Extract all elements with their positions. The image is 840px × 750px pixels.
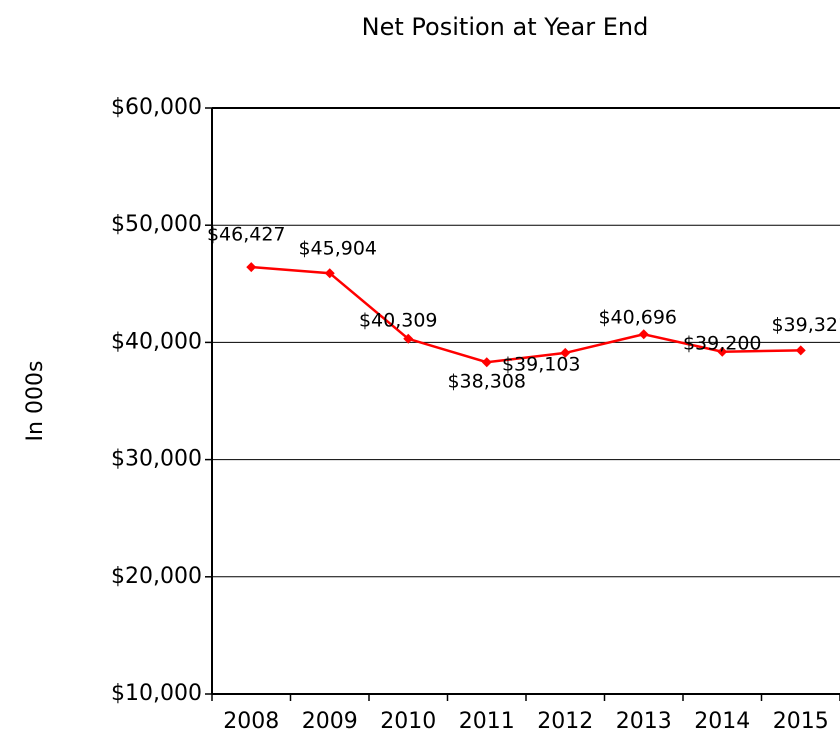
y-tick-label: $10,000 (111, 681, 202, 706)
data-label: $39,321 (771, 314, 840, 336)
chart-title: Net Position at Year End (362, 13, 649, 41)
y-tick-label: $60,000 (111, 95, 202, 120)
y-tick-label: $30,000 (111, 447, 202, 472)
data-point (246, 262, 257, 273)
y-axis-title: In 000s (23, 361, 48, 442)
line (251, 265, 801, 364)
data-point (324, 268, 335, 279)
data-point (717, 346, 728, 357)
y-tick-label: $50,000 (111, 212, 202, 237)
data-label: $46,427 (207, 224, 286, 246)
data-point (403, 333, 414, 344)
data-label: $40,696 (598, 307, 677, 329)
x-tick-label: 2008 (223, 709, 279, 734)
y-tick-label: $20,000 (111, 564, 202, 589)
y-tick-label: $40,000 (111, 329, 202, 354)
data-label: $45,904 (298, 238, 377, 260)
data-label: $39,103 (502, 353, 581, 375)
x-tick-label: 2011 (459, 709, 515, 734)
x-tick-label: 2014 (694, 709, 750, 734)
data-point (560, 347, 571, 358)
x-tick-label: 2009 (302, 709, 358, 734)
x-tick-label: 2012 (537, 709, 593, 734)
x-tick-label: 2010 (380, 709, 436, 734)
x-tick-label: 2015 (773, 709, 829, 734)
data-label: $39,200 (683, 332, 762, 354)
data-point (481, 357, 492, 368)
x-tick-label: 2013 (616, 709, 672, 734)
data-label: $40,309 (359, 309, 438, 331)
data-label: $38,308 (447, 371, 526, 393)
data-point (638, 329, 649, 340)
data-point (795, 345, 806, 356)
